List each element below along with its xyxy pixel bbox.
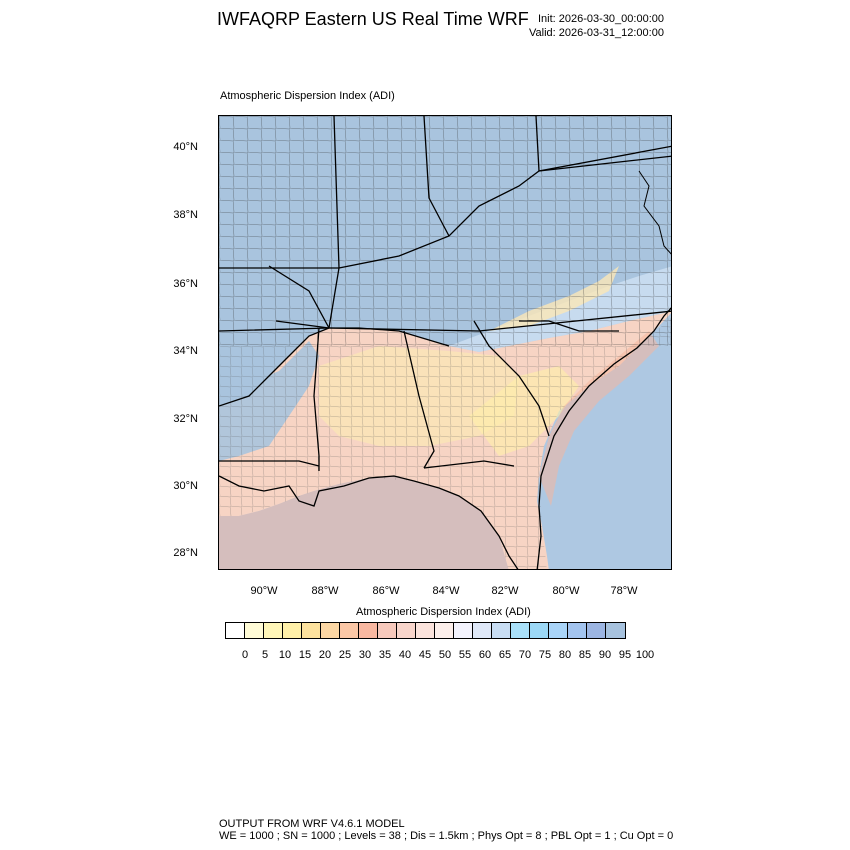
colorbar-swatch — [302, 623, 321, 638]
colorbar-swatch — [511, 623, 530, 638]
colorbar-tick-label: 35 — [378, 649, 392, 661]
colorbar-tick-label: 50 — [438, 649, 452, 661]
init-time: Init: 2026-03-30_00:00:00 — [538, 13, 664, 25]
adi-map — [219, 116, 671, 569]
colorbar-tick-label: 15 — [298, 649, 312, 661]
colorbar-swatch — [378, 623, 397, 638]
colorbar-swatch — [435, 623, 454, 638]
colorbar-tick-label: 20 — [318, 649, 332, 661]
lon-label: 86°W — [372, 585, 400, 597]
chesapeake-coastline — [638, 170, 671, 255]
page-title: IWFAQRP Eastern US Real Time WRF — [217, 9, 529, 29]
lon-label: 90°W — [250, 585, 278, 597]
colorbar-swatch — [606, 623, 625, 638]
valid-time: Valid: 2026-03-31_12:00:00 — [529, 27, 664, 39]
colorbar-swatch — [264, 623, 283, 638]
colorbar-swatch — [226, 623, 245, 638]
colorbar-swatch — [340, 623, 359, 638]
colorbar-tick-label: 5 — [261, 649, 269, 661]
lat-label: 38°N — [173, 209, 198, 221]
lat-label: 28°N — [173, 547, 198, 559]
colorbar-swatch — [568, 623, 587, 638]
atlantic-coastline — [536, 307, 671, 569]
colorbar-swatch — [397, 623, 416, 638]
model-info-line2: WE = 1000 ; SN = 1000 ; Levels = 38 ; Di… — [219, 830, 674, 842]
colorbar-swatch — [245, 623, 264, 638]
state-boundaries — [219, 116, 671, 471]
colorbar-tick-label: 100 — [635, 649, 655, 661]
colorbar-tick-label: 45 — [418, 649, 432, 661]
lon-label: 82°W — [491, 585, 519, 597]
colorbar-tick-label: 85 — [578, 649, 592, 661]
colorbar-tick-label: 40 — [398, 649, 412, 661]
lon-label: 80°W — [552, 585, 580, 597]
colorbar-swatch — [530, 623, 549, 638]
colorbar-swatch — [549, 623, 568, 638]
colorbar-tick-label: 0 — [241, 649, 249, 661]
model-info-line1: OUTPUT FROM WRF V4.6.1 MODEL — [219, 818, 405, 830]
colorbar-swatch — [473, 623, 492, 638]
colorbar-tick-label: 65 — [498, 649, 512, 661]
colorbar-tick-label: 10 — [278, 649, 292, 661]
lon-label: 78°W — [610, 585, 638, 597]
lon-label: 84°W — [432, 585, 460, 597]
colorbar-title: Atmospheric Dispersion Index (ADI) — [356, 606, 531, 618]
colorbar-swatch — [492, 623, 511, 638]
colorbar-tick-label: 90 — [598, 649, 612, 661]
colorbar — [225, 622, 626, 639]
plot-title: Atmospheric Dispersion Index (ADI) — [220, 90, 395, 102]
colorbar-tick-label: 95 — [618, 649, 632, 661]
lat-label: 34°N — [173, 345, 198, 357]
lat-label: 36°N — [173, 278, 198, 290]
colorbar-swatch — [321, 623, 340, 638]
lat-label: 32°N — [173, 413, 198, 425]
colorbar-tick-label: 80 — [558, 649, 572, 661]
map-panel[interactable] — [218, 115, 672, 570]
colorbar-tick-label: 70 — [518, 649, 532, 661]
colorbar-swatch — [283, 623, 302, 638]
colorbar-tick-label: 60 — [478, 649, 492, 661]
colorbar-swatch — [416, 623, 435, 638]
colorbar-tick-label: 30 — [358, 649, 372, 661]
gulf-coastline — [219, 475, 519, 569]
lat-label: 30°N — [173, 480, 198, 492]
lon-label: 88°W — [311, 585, 339, 597]
colorbar-tick-label: 25 — [338, 649, 352, 661]
colorbar-tick-label: 55 — [458, 649, 472, 661]
atlantic-plume — [539, 331, 659, 506]
lat-label: 40°N — [173, 141, 198, 153]
colorbar-swatch — [587, 623, 606, 638]
colorbar-tick-label: 75 — [538, 649, 552, 661]
colorbar-swatch — [359, 623, 378, 638]
colorbar-swatch — [454, 623, 473, 638]
